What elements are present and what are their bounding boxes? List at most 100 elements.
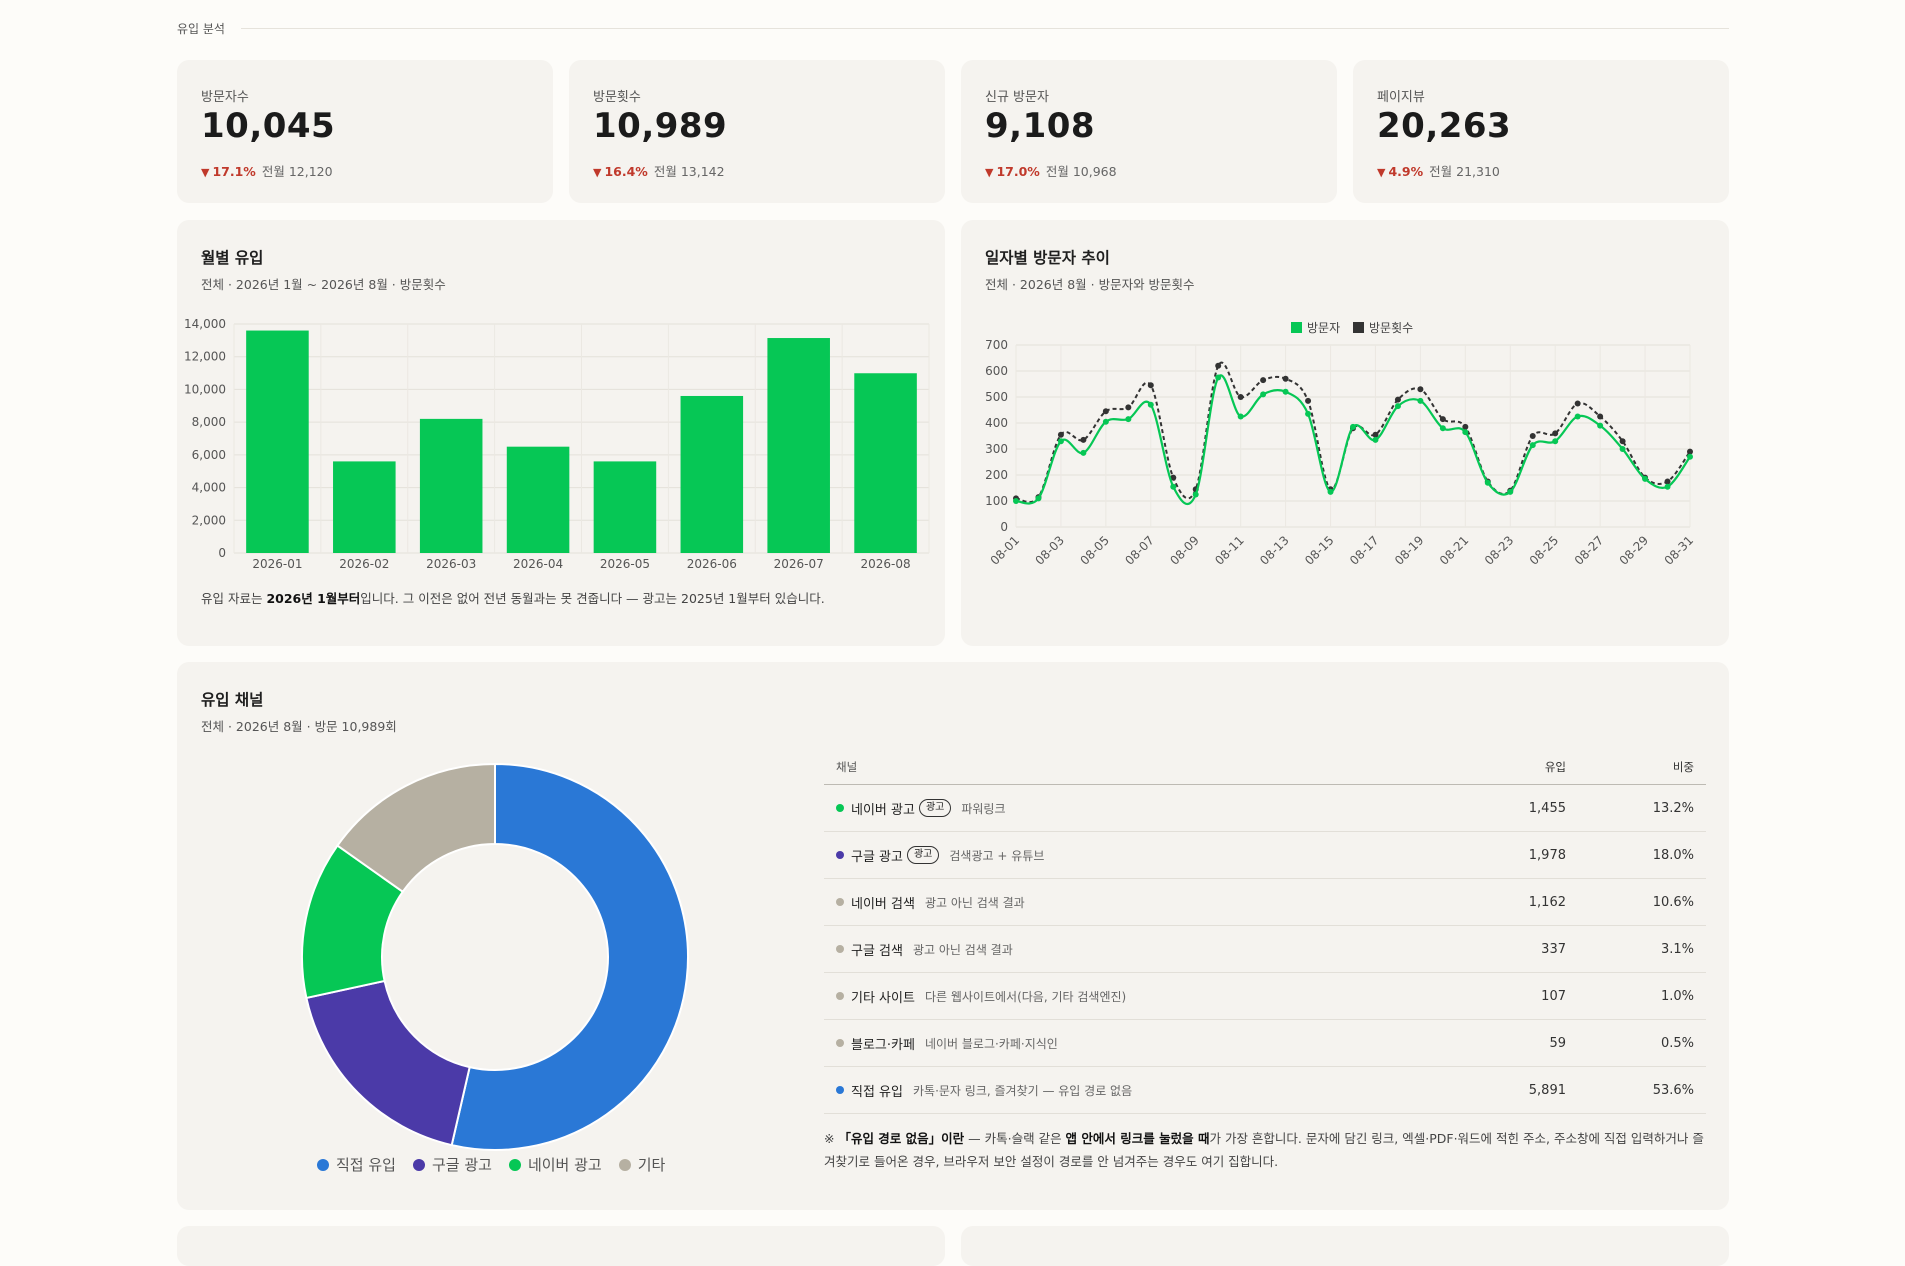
data-point xyxy=(1529,433,1536,439)
channel-cell: 구글 광고 광고 검색광고 + 유튜브 xyxy=(824,846,1446,865)
bar xyxy=(419,418,483,553)
channel-desc: 검색광고 + 유튜브 xyxy=(949,848,1045,863)
kpi-value: 10,989 xyxy=(593,106,728,146)
x-tick-label: 2026-06 xyxy=(687,557,737,571)
data-point xyxy=(1372,436,1379,443)
data-point xyxy=(1305,397,1312,404)
x-tick-label: 08-05 xyxy=(1077,533,1112,568)
share-cell: 3.1% xyxy=(1660,941,1694,957)
data-point xyxy=(1080,449,1087,456)
data-point xyxy=(1147,382,1154,389)
data-point xyxy=(1102,418,1109,425)
x-tick-label: 2026-07 xyxy=(774,557,824,571)
kpi-delta-pct: 4.9% xyxy=(1388,164,1424,179)
channel-desc: 파워링크 xyxy=(961,801,1006,816)
bar xyxy=(767,338,830,553)
data-point xyxy=(1237,413,1244,420)
kpi-value: 20,263 xyxy=(1377,106,1512,146)
data-point xyxy=(1529,442,1536,449)
channels-subtitle: 전체 · 2026년 8월 · 방문 10,989회 xyxy=(201,719,397,734)
y-tick-label: 14,000 xyxy=(184,317,226,331)
data-point xyxy=(1664,483,1671,490)
x-tick-label: 08-21 xyxy=(1437,533,1472,568)
kpi-delta: ▼ 16.4% 전월 13,142 xyxy=(593,161,725,180)
y-tick-label: 6,000 xyxy=(192,448,226,462)
y-tick-label: 500 xyxy=(985,390,1008,404)
donut-legend: 직접 유입 구글 광고 네이버 광고 기타 xyxy=(317,1154,665,1175)
channel-desc: 네이버 블로그·카페·지식인 xyxy=(924,1036,1058,1051)
channel-cell: 구글 검색 광고 아닌 검색 결과 xyxy=(824,940,1446,959)
kpi-delta-pct: 16.4% xyxy=(604,164,648,179)
share-cell: 18.0% xyxy=(1652,847,1694,863)
note-text: 입니다. 그 이전은 없어 전년 동월과는 못 견줍니다 — 광고는 2025년… xyxy=(360,591,825,606)
daily-title: 일자별 방문자 추이 xyxy=(985,249,1110,267)
share-cell: 13.2% xyxy=(1652,800,1694,816)
data-point xyxy=(1574,413,1581,420)
data-point xyxy=(1439,425,1446,432)
data-point xyxy=(1417,386,1424,393)
donut-slice xyxy=(305,979,471,1147)
channel-name: 구글 광고 xyxy=(851,849,903,865)
y-tick-label: 400 xyxy=(985,416,1008,430)
legend-swatch xyxy=(1291,322,1302,333)
section-title: 유입 분석 xyxy=(177,21,225,36)
data-point xyxy=(1619,438,1626,445)
col-share: 비중 xyxy=(1672,760,1694,774)
data-point xyxy=(1664,478,1671,485)
channel-desc: 광고 아닌 검색 결과 xyxy=(912,942,1013,957)
legend-item: 기타 xyxy=(618,1154,666,1175)
next-card-right xyxy=(961,1226,1729,1266)
x-tick-label: 2026-02 xyxy=(339,557,389,571)
bar xyxy=(593,461,657,553)
bar xyxy=(854,373,917,553)
legend-label: 기타 xyxy=(637,1156,666,1174)
kpi-prev: 전월 21,310 xyxy=(1429,164,1500,179)
kpi-card-visits: 방문횟수 10,989 ▼ 16.4% 전월 13,142 xyxy=(569,60,945,203)
data-point xyxy=(1170,483,1177,490)
kpi-delta: ▼ 17.0% 전월 10,968 xyxy=(985,161,1117,180)
donut-slice xyxy=(336,762,496,894)
note-bold: 2026년 1월부터 xyxy=(266,591,361,606)
data-point xyxy=(1057,438,1064,445)
share-cell: 10.6% xyxy=(1652,894,1694,910)
channel-name: 기타 사이트 xyxy=(851,990,915,1006)
channels-title: 유입 채널 xyxy=(201,691,264,709)
data-point xyxy=(1619,446,1626,452)
channel-dot xyxy=(836,945,844,953)
data-point xyxy=(1462,429,1469,436)
legend-label: 구글 광고 xyxy=(431,1156,492,1174)
kpi-delta: ▼ 17.1% 전월 12,120 xyxy=(201,161,333,180)
channel-dot xyxy=(836,898,844,906)
ad-badge: 광고 xyxy=(906,846,940,864)
channel-name: 구글 검색 xyxy=(851,943,903,959)
data-point xyxy=(1687,448,1693,455)
data-point xyxy=(1147,401,1154,408)
channel-dot xyxy=(836,1086,844,1094)
x-tick-label: 08-15 xyxy=(1302,533,1337,568)
data-point xyxy=(1597,422,1604,429)
channel-desc: 카톡·문자 링크, 즐겨찾기 — 유입 경로 없음 xyxy=(912,1083,1133,1098)
kpi-prev: 전월 10,968 xyxy=(1045,164,1117,179)
data-point xyxy=(1372,431,1379,438)
data-point xyxy=(1260,377,1267,384)
x-tick-label: 08-29 xyxy=(1617,533,1652,568)
data-point xyxy=(1350,423,1356,430)
data-point xyxy=(1080,436,1087,443)
y-tick-label: 700 xyxy=(985,338,1008,352)
footnote-text: — 카톡·슬랙 같은 xyxy=(964,1131,1066,1146)
table-row: 네이버 검색 광고 아닌 검색 결과 1,162 10.6% xyxy=(824,879,1706,926)
monthly-inflow-card: 월별 유입 전체 · 2026년 1월 ~ 2026년 8월 · 방문횟수 0 2… xyxy=(177,220,945,646)
data-point xyxy=(1260,391,1267,398)
data-point xyxy=(1394,403,1401,410)
x-tick-label: 2026-04 xyxy=(513,557,563,571)
data-point xyxy=(1102,408,1109,415)
x-tick-label: 08-17 xyxy=(1347,533,1382,568)
data-point xyxy=(1574,400,1581,407)
table-row: 구글 광고 광고 검색광고 + 유튜브 1,978 18.0% xyxy=(824,832,1706,879)
channel-cell: 직접 유입 카톡·문자 링크, 즐겨찾기 — 유입 경로 없음 xyxy=(824,1081,1446,1100)
data-point xyxy=(1327,488,1334,495)
data-point xyxy=(1687,453,1693,460)
y-tick-label: 2,000 xyxy=(192,513,226,527)
y-tick-label: 0 xyxy=(1000,520,1008,534)
y-tick-label: 300 xyxy=(985,442,1008,456)
